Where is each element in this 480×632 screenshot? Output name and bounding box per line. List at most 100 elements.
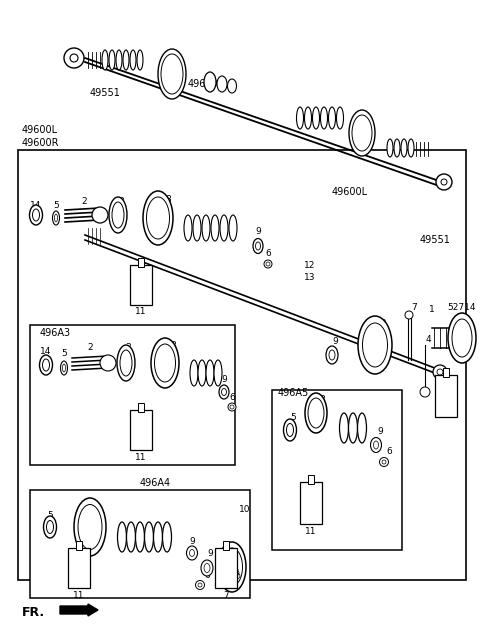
Ellipse shape (193, 215, 201, 241)
Ellipse shape (117, 345, 135, 381)
Ellipse shape (220, 215, 228, 241)
Ellipse shape (287, 423, 293, 437)
Ellipse shape (358, 413, 367, 443)
Ellipse shape (211, 215, 219, 241)
Text: 8: 8 (319, 394, 325, 403)
Bar (308, 475, 314, 484)
Text: 49551: 49551 (420, 235, 451, 245)
Ellipse shape (382, 460, 386, 464)
Ellipse shape (112, 202, 124, 228)
Ellipse shape (358, 316, 392, 374)
Bar (443, 368, 449, 377)
Ellipse shape (401, 139, 407, 157)
Ellipse shape (219, 385, 229, 399)
Text: 6: 6 (265, 250, 271, 258)
Ellipse shape (206, 360, 214, 386)
Circle shape (441, 179, 447, 185)
Ellipse shape (329, 350, 335, 360)
Text: 9: 9 (255, 228, 261, 236)
Ellipse shape (144, 522, 154, 552)
Ellipse shape (339, 413, 348, 443)
Ellipse shape (123, 50, 129, 70)
Ellipse shape (29, 205, 43, 225)
Text: 2: 2 (81, 197, 87, 207)
Ellipse shape (44, 516, 57, 538)
Text: 14: 14 (40, 348, 52, 356)
Bar (223, 541, 229, 550)
Text: 6: 6 (386, 447, 392, 456)
Ellipse shape (78, 504, 102, 549)
Ellipse shape (348, 413, 358, 443)
Ellipse shape (190, 360, 198, 386)
Ellipse shape (214, 360, 222, 386)
Ellipse shape (163, 522, 171, 552)
Ellipse shape (308, 398, 324, 428)
Text: 7: 7 (223, 590, 229, 600)
Text: 9: 9 (377, 427, 383, 437)
Bar (215, 548, 237, 588)
Text: 496A3: 496A3 (40, 328, 71, 338)
Text: 13: 13 (304, 274, 316, 283)
Ellipse shape (130, 50, 136, 70)
Ellipse shape (204, 72, 216, 92)
Circle shape (436, 174, 452, 190)
Text: 11: 11 (135, 308, 147, 317)
Ellipse shape (448, 313, 476, 363)
Ellipse shape (336, 107, 344, 129)
Ellipse shape (230, 405, 234, 409)
Text: 8: 8 (94, 504, 100, 513)
Ellipse shape (60, 361, 68, 375)
Ellipse shape (264, 260, 272, 268)
Text: 496A5: 496A5 (278, 388, 309, 398)
Ellipse shape (33, 209, 39, 221)
Ellipse shape (204, 564, 210, 573)
Polygon shape (30, 490, 250, 598)
Ellipse shape (217, 76, 227, 92)
Ellipse shape (312, 107, 320, 129)
Text: 2: 2 (87, 344, 93, 353)
Text: 9: 9 (189, 537, 195, 545)
Ellipse shape (380, 458, 388, 466)
Ellipse shape (221, 548, 242, 586)
Text: 5: 5 (53, 200, 59, 209)
Ellipse shape (352, 115, 372, 151)
Text: 8: 8 (170, 341, 176, 351)
Ellipse shape (218, 542, 246, 592)
Bar (30, 325, 235, 465)
Ellipse shape (255, 242, 261, 250)
Text: 496A4: 496A4 (140, 478, 171, 488)
Ellipse shape (266, 262, 270, 266)
Text: 49600R: 49600R (188, 79, 226, 89)
Ellipse shape (109, 50, 115, 70)
Ellipse shape (304, 107, 312, 129)
Text: 11: 11 (135, 454, 147, 463)
Bar (130, 265, 152, 305)
Ellipse shape (155, 344, 176, 382)
Ellipse shape (55, 214, 58, 222)
Ellipse shape (452, 319, 472, 357)
Bar (130, 410, 152, 450)
Bar (435, 375, 457, 417)
Text: 14: 14 (30, 200, 42, 209)
Text: 11: 11 (73, 590, 85, 600)
Text: 4: 4 (425, 336, 431, 344)
Ellipse shape (146, 197, 169, 239)
Ellipse shape (190, 549, 194, 557)
Circle shape (64, 48, 84, 68)
Circle shape (437, 369, 443, 375)
Ellipse shape (47, 521, 53, 533)
Ellipse shape (184, 215, 192, 241)
Ellipse shape (284, 419, 297, 441)
Bar (272, 390, 402, 550)
Ellipse shape (305, 393, 327, 433)
Text: 49600R: 49600R (22, 138, 60, 148)
Ellipse shape (43, 359, 49, 371)
Text: 6: 6 (229, 394, 235, 403)
Ellipse shape (118, 522, 127, 552)
Circle shape (70, 54, 78, 62)
Circle shape (100, 355, 116, 371)
Text: 5: 5 (61, 348, 67, 358)
Ellipse shape (135, 522, 144, 552)
Ellipse shape (137, 50, 143, 70)
Ellipse shape (52, 211, 60, 225)
